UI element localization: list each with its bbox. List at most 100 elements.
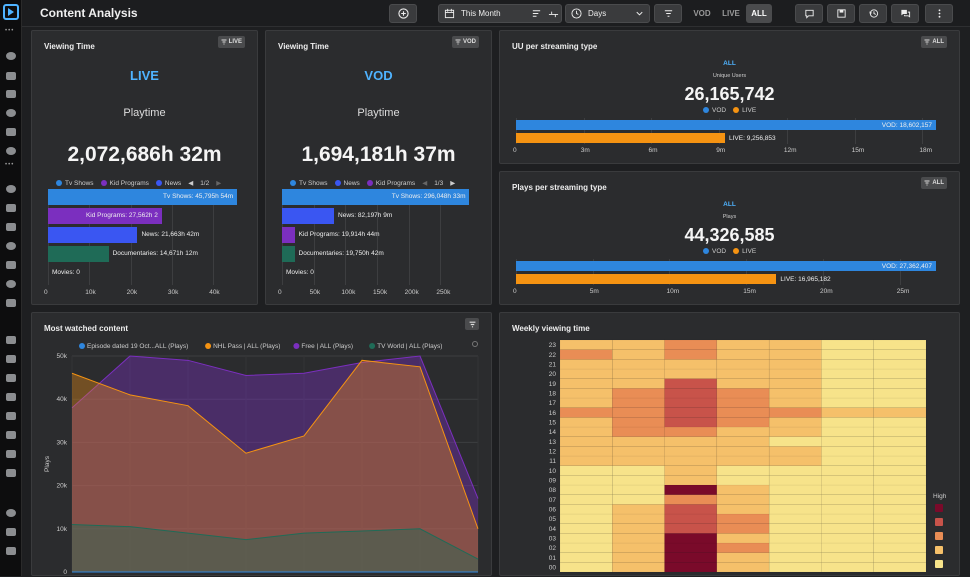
add-button[interactable] xyxy=(389,4,417,23)
heatmap-cell[interactable] xyxy=(768,475,822,486)
heatmap-cell[interactable] xyxy=(664,417,718,428)
legend-item[interactable]: LIVE xyxy=(733,107,756,114)
heatmap-cell[interactable] xyxy=(612,465,665,476)
heatmap-cell[interactable] xyxy=(612,378,665,389)
filter-button[interactable] xyxy=(654,4,682,23)
heatmap-cell[interactable] xyxy=(612,542,665,553)
segment-live[interactable]: LIVE xyxy=(722,9,740,18)
bar[interactable] xyxy=(48,227,138,243)
heatmap-cell[interactable] xyxy=(716,523,770,534)
heatmap-cell[interactable] xyxy=(768,407,822,418)
heatmap-cell[interactable] xyxy=(559,378,613,389)
heatmap-cell[interactable] xyxy=(612,504,665,515)
heatmap-cell[interactable] xyxy=(612,533,665,544)
heatmap-cell[interactable] xyxy=(768,484,822,495)
bar[interactable] xyxy=(282,208,335,224)
bar[interactable] xyxy=(516,120,936,130)
heatmap-cell[interactable] xyxy=(664,513,718,524)
heatmap-cell[interactable] xyxy=(559,513,613,524)
heatmap-cell[interactable] xyxy=(873,475,927,486)
heatmap-cell[interactable] xyxy=(664,552,718,563)
heatmap-cell[interactable] xyxy=(873,523,927,534)
heatmap-cell[interactable] xyxy=(768,552,822,563)
heatmap-cell[interactable] xyxy=(664,378,718,389)
bar[interactable] xyxy=(48,189,238,205)
heatmap-cell[interactable] xyxy=(821,359,874,370)
heatmap-cell[interactable] xyxy=(559,426,613,437)
heatmap-cell[interactable] xyxy=(873,455,927,466)
heatmap-cell[interactable] xyxy=(821,378,874,389)
bolt-icon[interactable] xyxy=(6,90,16,98)
bell-icon[interactable] xyxy=(6,299,16,307)
legend-next-icon[interactable]: ▶ xyxy=(216,180,222,187)
heatmap-cell[interactable] xyxy=(768,494,822,505)
more-options-button[interactable] xyxy=(925,4,953,23)
history-icon[interactable] xyxy=(6,185,16,193)
heatmap-cell[interactable] xyxy=(716,465,770,476)
heatmap-cell[interactable] xyxy=(664,359,718,370)
legend-item[interactable]: Tv Shows xyxy=(290,180,328,187)
heatmap-cell[interactable] xyxy=(612,339,665,350)
comment-button[interactable] xyxy=(795,4,823,23)
heatmap-cell[interactable] xyxy=(716,446,770,457)
heatmap-cell[interactable] xyxy=(664,368,718,379)
heatmap-cell[interactable] xyxy=(559,504,613,515)
search-icon[interactable] xyxy=(6,261,16,269)
heatmap-cell[interactable] xyxy=(664,533,718,544)
heatmap-cell[interactable] xyxy=(716,562,770,573)
heatmap-cell[interactable] xyxy=(821,426,874,437)
legend-label[interactable]: NHL Pass | ALL (Plays) xyxy=(213,343,280,350)
segment-all[interactable]: ALL xyxy=(746,4,772,23)
heatmap-cell[interactable] xyxy=(559,349,613,360)
heatmap-cell[interactable] xyxy=(821,368,874,379)
heatmap-cell[interactable] xyxy=(612,446,665,457)
heatmap-cell[interactable] xyxy=(873,494,927,505)
legend-item[interactable]: News xyxy=(155,180,181,187)
legend-prev-icon[interactable]: ◀ xyxy=(188,180,194,187)
heatmap-cell[interactable] xyxy=(664,484,718,495)
heatmap-cell[interactable] xyxy=(559,475,613,486)
heatmap-cell[interactable] xyxy=(768,436,822,447)
compare-icon[interactable] xyxy=(545,4,561,23)
heatmap-cell[interactable] xyxy=(716,407,770,418)
heatmap-cell[interactable] xyxy=(559,446,613,457)
heatmap-cell[interactable] xyxy=(821,349,874,360)
heatmap-cell[interactable] xyxy=(559,465,613,476)
heatmap-cell[interactable] xyxy=(821,475,874,486)
heatmap-cell[interactable] xyxy=(821,533,874,544)
heatmap-cell[interactable] xyxy=(821,542,874,553)
heatmap-cell[interactable] xyxy=(768,359,822,370)
heatmap-cell[interactable] xyxy=(664,446,718,457)
legend-item[interactable]: Kid Programs xyxy=(100,180,149,187)
heatmap-cell[interactable] xyxy=(612,475,665,486)
panel-filter-badge[interactable]: LIVE xyxy=(217,36,245,48)
clipboard-icon[interactable] xyxy=(6,223,16,231)
heatmap-cell[interactable] xyxy=(821,552,874,563)
legend-item[interactable]: VOD xyxy=(703,107,726,114)
info-icon[interactable] xyxy=(6,109,16,117)
heatmap-cell[interactable] xyxy=(664,562,718,573)
heatmap-cell[interactable] xyxy=(716,475,770,486)
heatmap-cell[interactable] xyxy=(612,349,665,360)
heatmap-cell[interactable] xyxy=(612,523,665,534)
heatmap-cell[interactable] xyxy=(664,465,718,476)
heatmap-cell[interactable] xyxy=(821,504,874,515)
heatmap-cell[interactable] xyxy=(768,417,822,428)
chat-button[interactable] xyxy=(891,4,919,23)
heatmap-cell[interactable] xyxy=(873,407,927,418)
folder-icon[interactable] xyxy=(6,450,16,458)
heatmap-cell[interactable] xyxy=(873,446,927,457)
panel-filter-badge[interactable]: ALL xyxy=(921,177,947,189)
heatmap-cell[interactable] xyxy=(716,378,770,389)
heatmap-cell[interactable] xyxy=(768,388,822,399)
heatmap-cell[interactable] xyxy=(612,388,665,399)
heatmap-cell[interactable] xyxy=(821,417,874,428)
file-icon[interactable] xyxy=(6,204,16,212)
heatmap-cell[interactable] xyxy=(873,388,927,399)
heatmap-cell[interactable] xyxy=(873,504,927,515)
heatmap-cell[interactable] xyxy=(559,397,613,408)
heatmap-cell[interactable] xyxy=(664,542,718,553)
heatmap-cell[interactable] xyxy=(612,484,665,495)
heatmap-cell[interactable] xyxy=(559,542,613,553)
history-button[interactable] xyxy=(859,4,887,23)
